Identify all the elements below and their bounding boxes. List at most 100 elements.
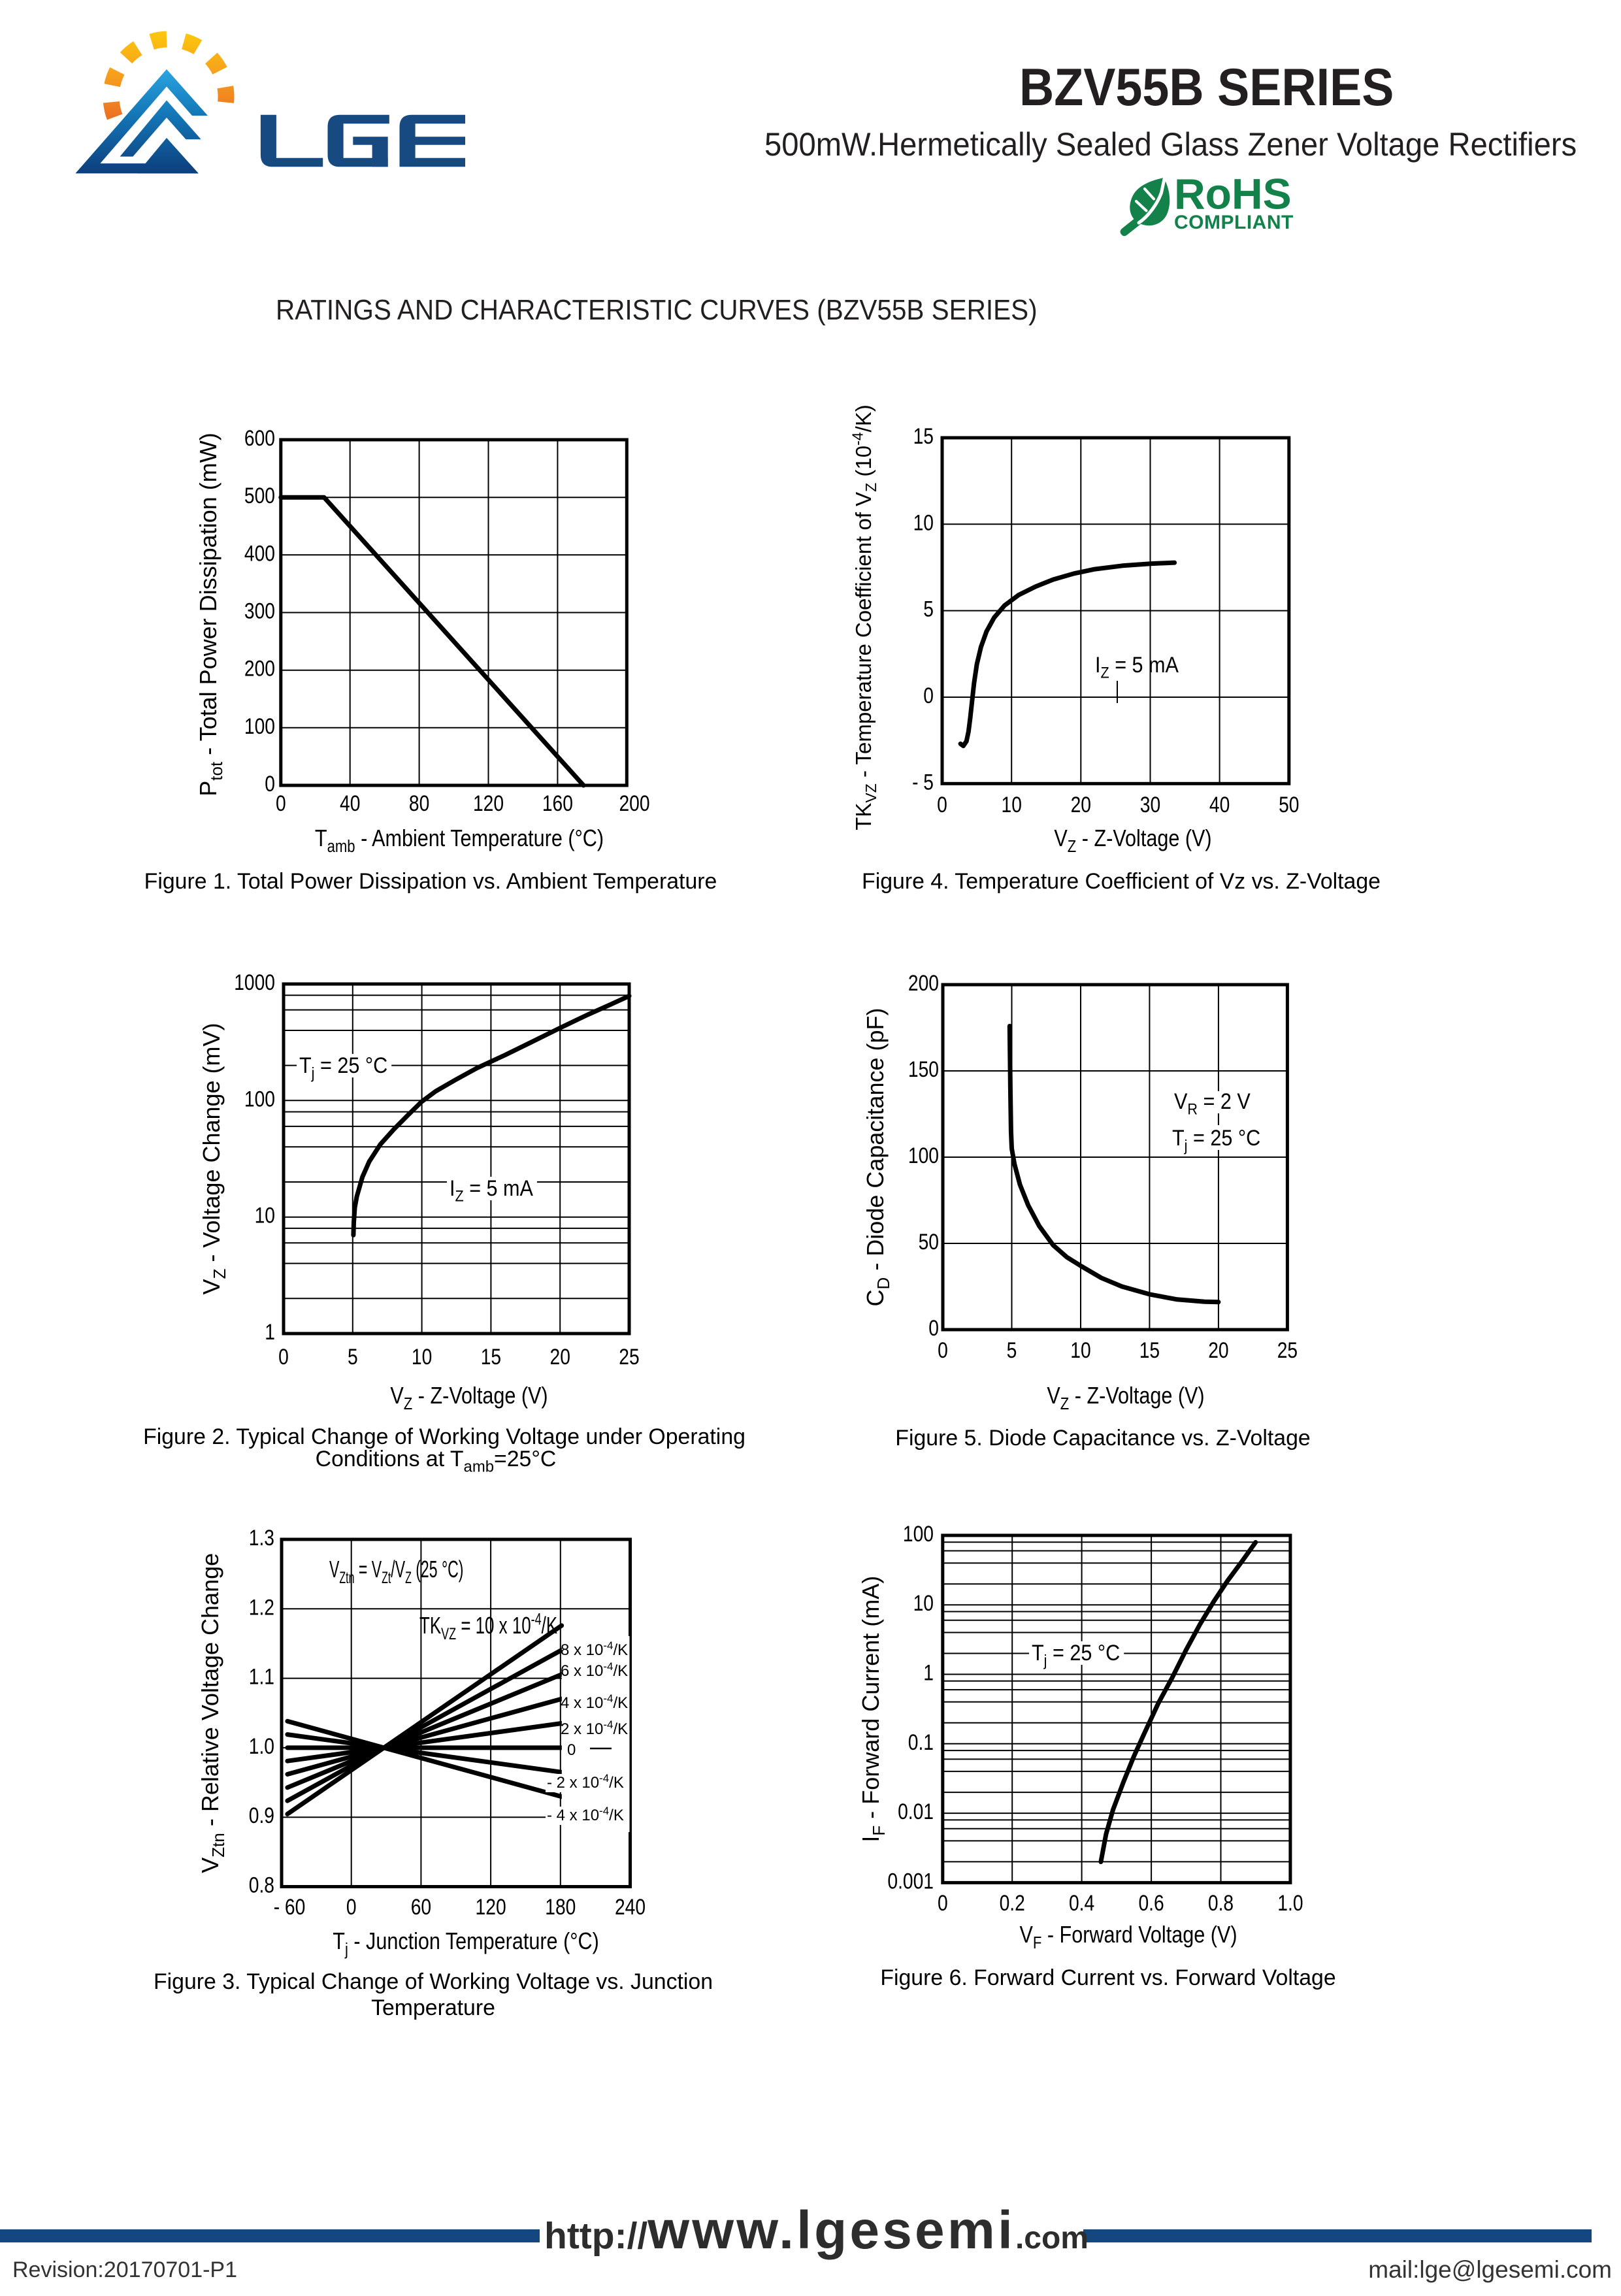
svg-text:0: 0: [276, 791, 286, 816]
svg-text:50: 50: [1279, 793, 1299, 817]
svg-text:VF - Forward Voltage (V): VF - Forward Voltage (V): [1019, 1922, 1237, 1953]
svg-text:200: 200: [908, 971, 939, 996]
svg-text:15: 15: [481, 1345, 501, 1369]
svg-text:1.0: 1.0: [1277, 1891, 1303, 1916]
svg-text:2 x 10-4/K: 2 x 10-4/K: [561, 1718, 628, 1738]
svg-text:15: 15: [913, 424, 934, 449]
svg-text:Figure 1. Total Power Dissipat: Figure 1. Total Power Dissipation vs. Am…: [144, 869, 717, 894]
svg-text:0.1: 0.1: [908, 1730, 934, 1754]
svg-text:0: 0: [567, 1741, 576, 1759]
svg-text:150: 150: [908, 1057, 939, 1082]
svg-text:80: 80: [409, 791, 429, 816]
svg-text:RATINGS AND CHARACTERISTIC CUR: RATINGS AND CHARACTERISTIC CURVES (BZV55…: [276, 293, 1038, 325]
svg-text:RoHS: RoHS: [1174, 170, 1292, 218]
svg-text:60: 60: [411, 1895, 431, 1920]
svg-text:120: 120: [476, 1895, 506, 1920]
svg-text:VZ - Z-Voltage (V): VZ - Z-Voltage (V): [1047, 1383, 1204, 1414]
svg-text:VR = 2 V: VR = 2 V: [1174, 1089, 1251, 1118]
svg-text:10: 10: [913, 1591, 934, 1616]
svg-text:Figure 6. Forward Current vs.: Figure 6. Forward Current vs. Forward Vo…: [880, 1965, 1335, 1990]
svg-text:Tamb - Ambient Temperature (°C: Tamb - Ambient Temperature (°C): [315, 826, 604, 857]
svg-text:300: 300: [244, 599, 275, 623]
svg-text:30: 30: [1140, 793, 1160, 817]
svg-text:Figure 5. Diode Capacitance vs: Figure 5. Diode Capacitance vs. Z-Voltag…: [895, 1426, 1310, 1451]
svg-text:500mW.Hermetically Sealed Glas: 500mW.Hermetically Sealed Glass Zener Vo…: [764, 127, 1577, 163]
svg-text:0.01: 0.01: [898, 1799, 934, 1824]
svg-text:180: 180: [545, 1895, 576, 1920]
svg-text:VZtn - Relative Voltage Change: VZtn - Relative Voltage Change: [197, 1553, 228, 1873]
svg-text:1.0: 1.0: [249, 1733, 274, 1758]
svg-text:VZtn = VZt/VZ (25 °C): VZtn = VZt/VZ (25 °C): [329, 1557, 463, 1587]
svg-text:50: 50: [919, 1230, 939, 1255]
svg-text:Figure 2. Typical Change of Wo: Figure 2. Typical Change of Working Volt…: [143, 1424, 745, 1449]
svg-text:100: 100: [903, 1521, 934, 1546]
svg-text:120: 120: [473, 791, 504, 816]
svg-text:0.6: 0.6: [1138, 1891, 1164, 1916]
svg-text:IZ = 5 mA: IZ = 5 mA: [450, 1176, 533, 1205]
svg-text:1.3: 1.3: [249, 1526, 274, 1550]
svg-text:IF - Forward Current (mA): IF - Forward Current (mA): [857, 1576, 889, 1843]
svg-text:IZ = 5 mA: IZ = 5 mA: [1095, 653, 1179, 681]
svg-text:0: 0: [938, 1338, 948, 1363]
svg-text:1: 1: [923, 1660, 934, 1685]
svg-text:VZ - Z-Voltage (V): VZ - Z-Voltage (V): [1054, 826, 1211, 857]
svg-text:Ptot - Total Power Dissipation: Ptot - Total Power Dissipation (mW): [195, 433, 226, 796]
svg-text:100: 100: [244, 713, 275, 738]
svg-text:10: 10: [255, 1203, 275, 1228]
svg-text:25: 25: [619, 1345, 639, 1369]
svg-text:400: 400: [244, 541, 275, 566]
svg-text:Tj = 25 °C: Tj = 25 °C: [1032, 1641, 1120, 1669]
svg-text:20: 20: [1208, 1338, 1228, 1363]
svg-text:0.4: 0.4: [1069, 1891, 1094, 1916]
svg-text:240: 240: [615, 1895, 646, 1920]
svg-text:200: 200: [619, 791, 649, 816]
svg-text:100: 100: [908, 1143, 939, 1168]
svg-text:Conditions at Tamb=25°C: Conditions at Tamb=25°C: [316, 1447, 557, 1476]
svg-text:0.8: 0.8: [1208, 1891, 1234, 1916]
svg-text:5: 5: [923, 597, 934, 621]
svg-text:0: 0: [278, 1345, 289, 1369]
svg-text:500: 500: [244, 484, 275, 508]
svg-text:BZV55B SERIES: BZV55B SERIES: [1019, 58, 1394, 117]
svg-text:5: 5: [1007, 1338, 1017, 1363]
svg-text:5: 5: [348, 1345, 358, 1369]
svg-text:- 2 x 10-4/K: - 2 x 10-4/K: [547, 1772, 624, 1792]
svg-text:Figure 4. Temperature Coeffici: Figure 4. Temperature Coefficient of Vz …: [862, 869, 1381, 894]
svg-text:10: 10: [1070, 1338, 1090, 1363]
svg-text:CD - Diode Capacitance (pF): CD - Diode Capacitance (pF): [862, 1008, 893, 1307]
svg-text:0.001: 0.001: [887, 1869, 934, 1894]
svg-text:0: 0: [346, 1895, 357, 1920]
svg-text:VZ - Voltage Change (mV): VZ - Voltage Change (mV): [198, 1023, 229, 1294]
svg-text:- 5: - 5: [912, 770, 934, 795]
svg-text:0.8: 0.8: [249, 1873, 274, 1897]
svg-text:4 x 10-4/K: 4 x 10-4/K: [561, 1692, 628, 1712]
svg-text:1.1: 1.1: [249, 1664, 274, 1689]
svg-text:0: 0: [938, 1891, 948, 1916]
svg-text:Figure 3. Typical Change of Wo: Figure 3. Typical Change of Working Volt…: [154, 1969, 713, 1994]
svg-text:25: 25: [1277, 1338, 1298, 1363]
svg-text:10: 10: [1002, 793, 1022, 817]
svg-text:Tj = 25 °C: Tj = 25 °C: [1172, 1126, 1260, 1155]
svg-text:200: 200: [244, 656, 275, 681]
svg-text:1000: 1000: [234, 970, 275, 995]
svg-text:20: 20: [550, 1345, 570, 1369]
svg-text:10: 10: [412, 1345, 432, 1369]
svg-text:- 4 x 10-4/K: - 4 x 10-4/K: [547, 1805, 624, 1824]
svg-text:100: 100: [244, 1087, 275, 1111]
svg-text:0: 0: [928, 1316, 939, 1341]
svg-text:TKVZ - Temperature Coefficient: TKVZ - Temperature Coefficient of VZ (10…: [849, 404, 880, 830]
svg-text:VZ - Z-Voltage (V): VZ - Z-Voltage (V): [390, 1383, 548, 1414]
svg-text:15: 15: [1139, 1338, 1160, 1363]
svg-text:0.9: 0.9: [249, 1803, 274, 1828]
svg-text:20: 20: [1071, 793, 1091, 817]
svg-text:mail:lge@lgesemi.com: mail:lge@lgesemi.com: [1368, 2256, 1612, 2283]
svg-text:8 x 10-4/K: 8 x 10-4/K: [561, 1639, 628, 1659]
svg-text:- 60: - 60: [274, 1895, 306, 1920]
svg-text:Revision:20170701-P1: Revision:20170701-P1: [12, 2257, 237, 2282]
svg-text:Tj - Junction Temperature (°C): Tj - Junction Temperature (°C): [333, 1929, 599, 1960]
svg-text:Tj = 25 °C: Tj = 25 °C: [299, 1053, 387, 1082]
svg-text:6 x 10-4/K: 6 x 10-4/K: [561, 1660, 628, 1680]
svg-text:40: 40: [1209, 793, 1230, 817]
svg-text:0: 0: [265, 772, 275, 796]
svg-text:40: 40: [340, 791, 360, 816]
